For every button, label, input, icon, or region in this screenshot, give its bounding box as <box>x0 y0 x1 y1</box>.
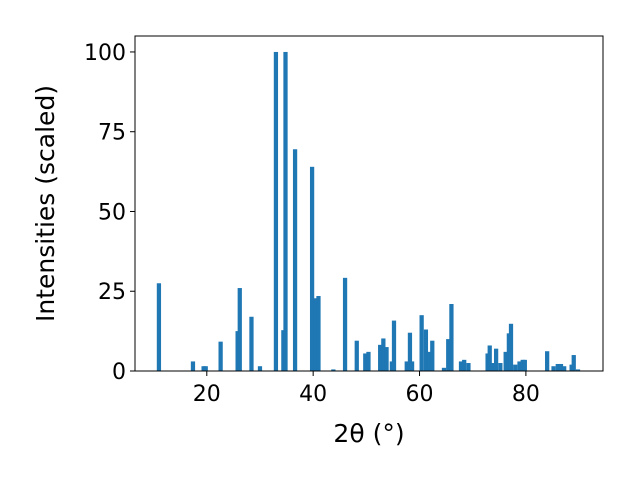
x-axis-label: 2θ (°) <box>333 419 404 448</box>
bar <box>218 341 223 371</box>
bar <box>419 315 424 371</box>
bar <box>466 363 471 371</box>
bar <box>404 361 409 371</box>
bar <box>498 363 503 371</box>
bar <box>313 298 318 371</box>
bar <box>249 316 254 371</box>
bar <box>378 344 383 371</box>
bar <box>555 363 560 371</box>
bar <box>551 366 556 371</box>
bar <box>558 363 564 371</box>
bar <box>354 340 359 371</box>
x-tick-label: 60 <box>406 382 434 407</box>
bar <box>506 333 511 371</box>
y-tick-label: 100 <box>84 41 126 66</box>
bar <box>156 283 162 371</box>
bar <box>281 330 286 371</box>
bar <box>462 359 467 371</box>
bar <box>237 288 242 371</box>
bar <box>503 351 508 371</box>
bar <box>517 361 522 371</box>
bar <box>562 366 567 371</box>
bar <box>458 361 464 371</box>
bar <box>190 361 196 371</box>
bar <box>487 345 492 371</box>
bar <box>430 340 435 371</box>
bar <box>446 339 451 371</box>
y-tick-label: 0 <box>112 360 126 385</box>
bar <box>273 51 279 371</box>
plot-frame <box>134 35 604 372</box>
bar <box>575 369 581 371</box>
x-axis-ticks: 20 40 60 80 <box>193 371 540 407</box>
bar <box>426 351 432 371</box>
x-tick-label: 40 <box>299 382 327 407</box>
y-axis-ticks: 0 25 50 75 100 <box>84 41 135 385</box>
bar <box>545 351 550 371</box>
bar <box>423 329 429 371</box>
bar <box>292 149 298 371</box>
y-tick-label: 75 <box>98 121 126 146</box>
bar <box>316 296 321 371</box>
bar <box>520 359 525 371</box>
bar <box>490 363 496 371</box>
bar <box>331 369 336 371</box>
bars-group <box>156 51 581 371</box>
bar <box>391 320 397 371</box>
bar <box>441 367 447 371</box>
bar <box>381 338 386 371</box>
y-axis-label: Intensities (scaled) <box>31 85 60 322</box>
bar <box>493 348 499 371</box>
bar <box>366 351 371 371</box>
bar <box>409 361 415 371</box>
bar <box>571 355 576 371</box>
bar <box>485 353 490 371</box>
bar <box>508 323 514 371</box>
x-tick-label: 80 <box>512 382 540 407</box>
bar <box>407 332 413 371</box>
bar <box>257 366 263 371</box>
bar <box>235 331 240 371</box>
bar <box>384 347 389 371</box>
y-tick-label: 25 <box>98 280 126 305</box>
bar <box>513 364 518 371</box>
bar <box>309 166 315 371</box>
bar <box>449 304 454 371</box>
bar <box>203 366 208 371</box>
y-tick-label: 50 <box>98 200 126 225</box>
x-tick-label: 20 <box>193 382 221 407</box>
bar <box>342 277 348 371</box>
bar <box>363 353 368 371</box>
bar <box>389 361 394 371</box>
bar <box>283 51 288 371</box>
bar <box>522 359 527 371</box>
